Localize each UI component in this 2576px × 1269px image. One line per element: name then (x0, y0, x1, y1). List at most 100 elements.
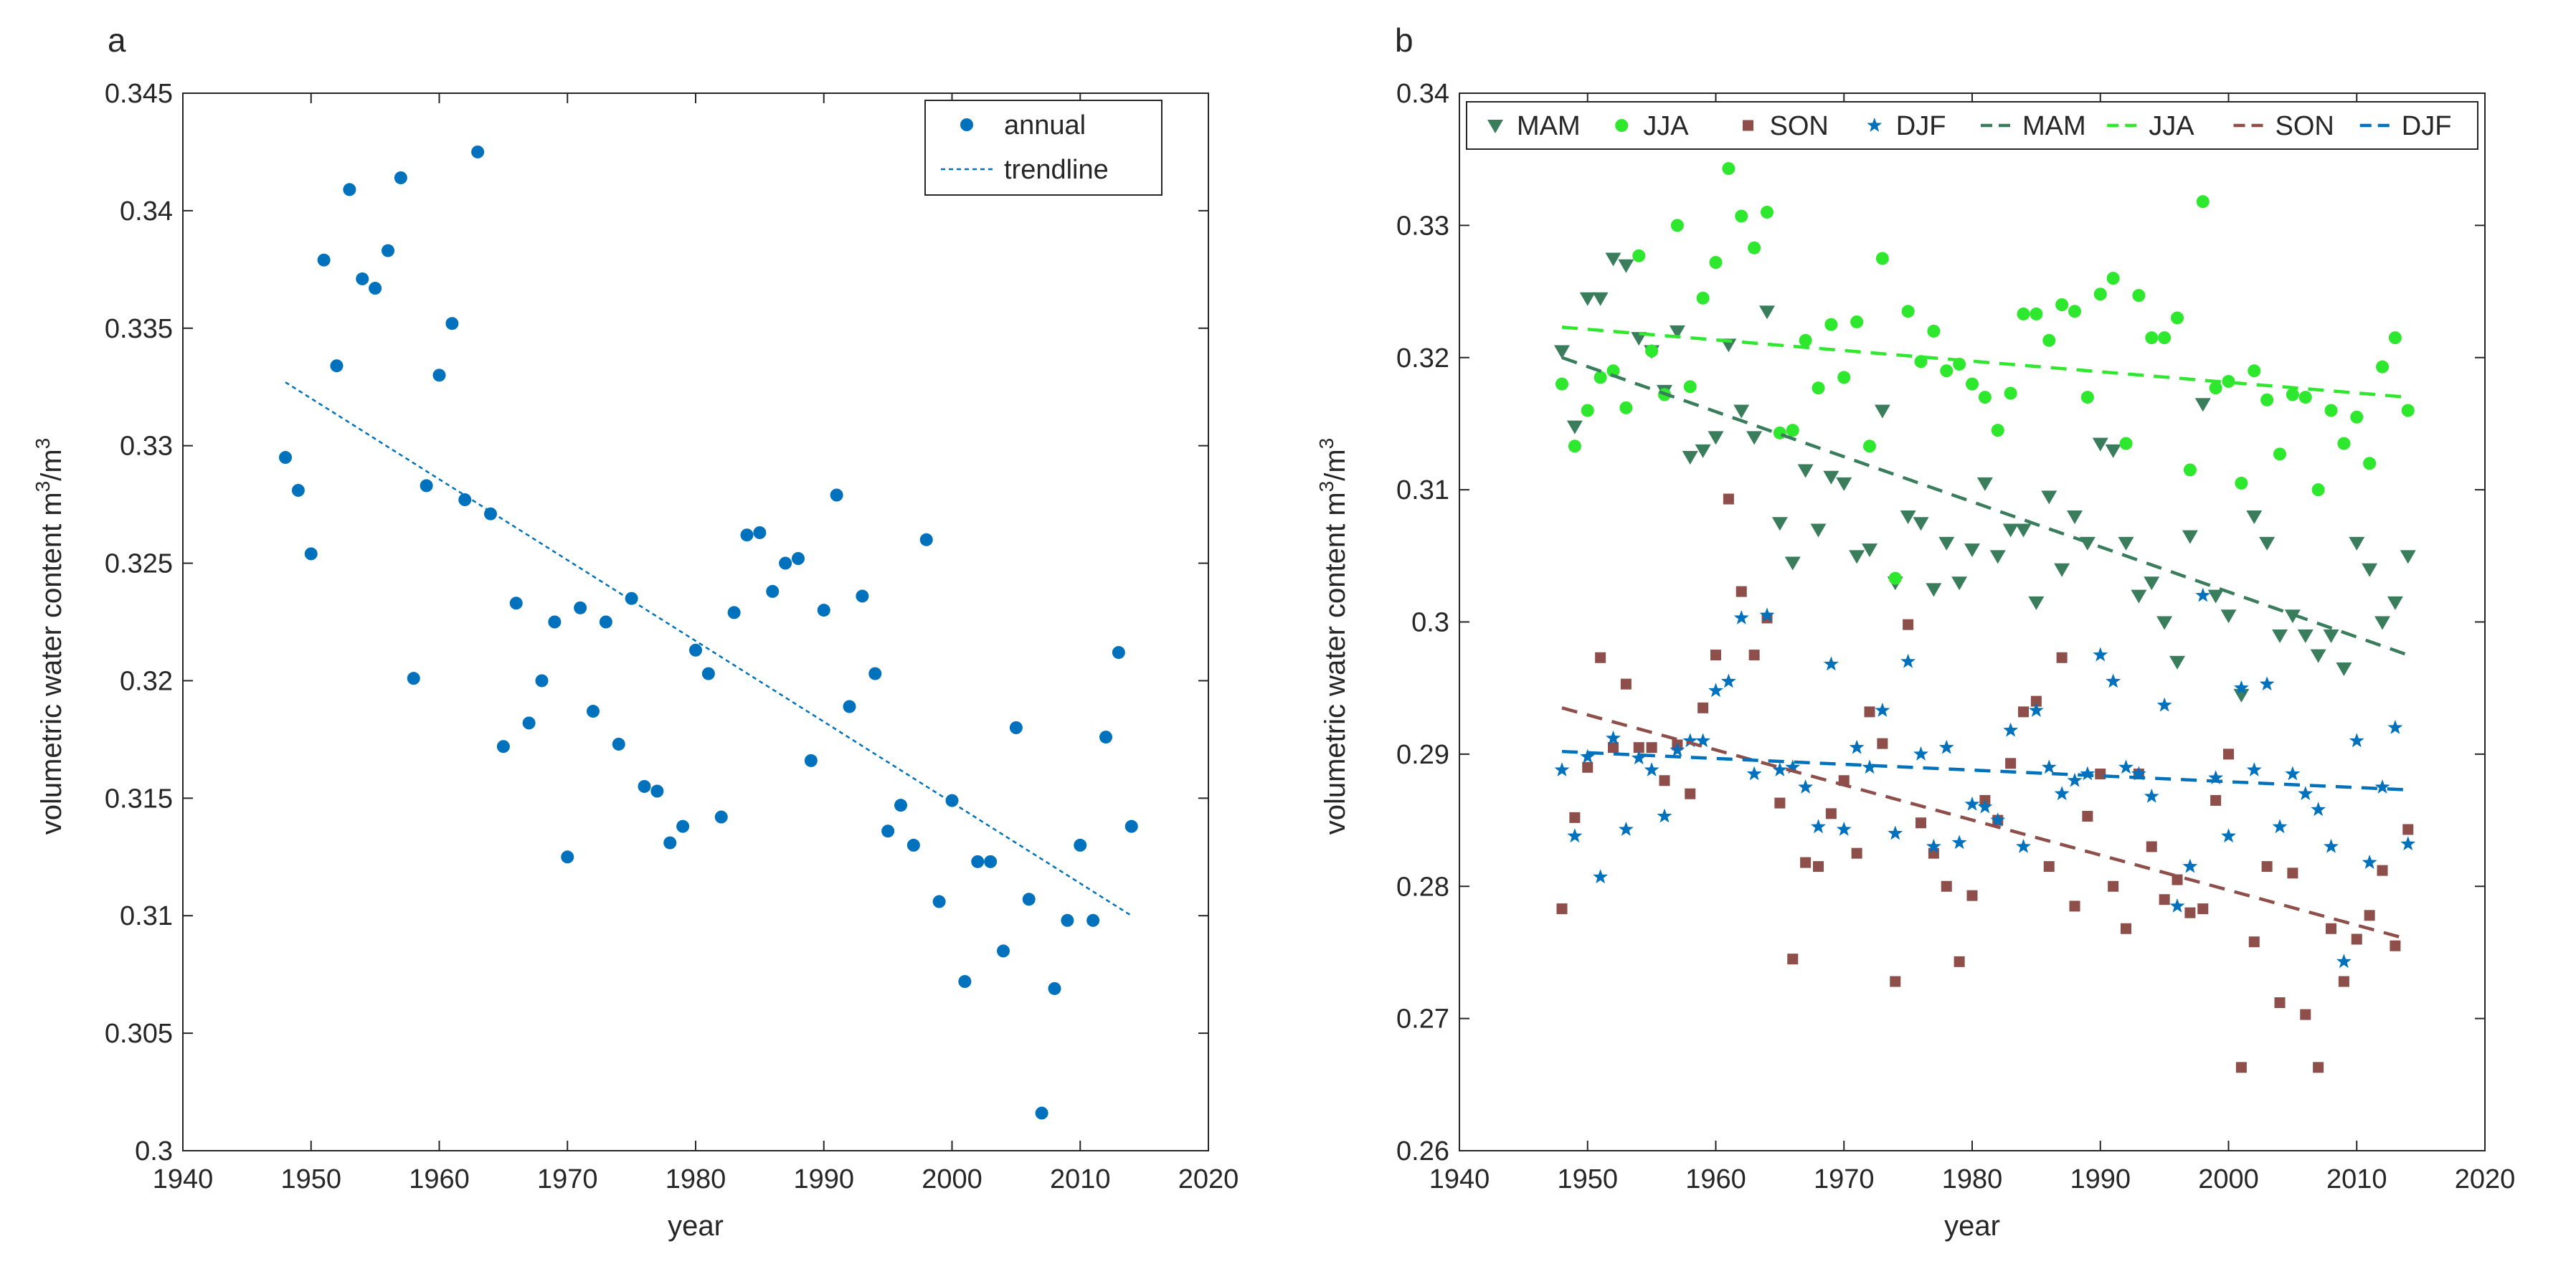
data-point (906, 838, 920, 852)
data-point (2082, 811, 2093, 822)
data-point (2132, 289, 2146, 303)
data-point (1849, 739, 1865, 754)
data-point (2261, 861, 2273, 873)
y-tick-label: 0.3 (135, 1136, 173, 1166)
data-point (2093, 287, 2107, 301)
data-point (2349, 733, 2364, 748)
data-point (1813, 861, 1824, 873)
data-point (2041, 490, 2058, 505)
data-point (676, 819, 690, 833)
data-point (766, 584, 780, 598)
data-point (1888, 571, 1902, 585)
legend-label: JJA (1643, 111, 1689, 141)
data-point (1940, 364, 1954, 378)
legend-box (1466, 101, 2478, 150)
x-tick-label: 1940 (153, 1164, 214, 1194)
data-point (932, 895, 946, 908)
data-point (1989, 550, 2006, 564)
panel-label: a (108, 22, 126, 59)
data-point (971, 855, 985, 868)
data-point (779, 556, 792, 570)
data-point (1913, 746, 1928, 761)
data-point (1695, 733, 1711, 748)
data-point (1124, 819, 1138, 833)
data-point (2209, 381, 2222, 395)
data-point (1787, 954, 1799, 965)
data-point (2003, 722, 2019, 737)
x-tick-label: 2000 (2198, 1164, 2259, 1194)
data-point (2105, 444, 2121, 458)
data-point (587, 705, 600, 718)
data-point (2210, 794, 2222, 806)
data-point (919, 533, 933, 546)
data-point (1099, 731, 1112, 744)
data-point (2041, 759, 2057, 774)
legend-swatch (960, 118, 973, 131)
data-point (1966, 377, 1979, 391)
x-tick-label: 1950 (280, 1164, 341, 1194)
data-point (2108, 880, 2119, 892)
data-point (1784, 556, 1801, 571)
data-point (2272, 629, 2288, 643)
data-point (2118, 536, 2134, 551)
data-point (1708, 431, 1724, 445)
data-point (2222, 374, 2235, 388)
y-tick-label: 0.34 (120, 196, 173, 227)
data-point (2146, 841, 2157, 852)
series-son-trendline (1561, 706, 2409, 941)
data-point (1657, 808, 1672, 823)
data-point (2017, 307, 2030, 320)
x-tick-label: 1980 (1942, 1164, 2003, 1194)
data-point (1695, 444, 1711, 458)
data-point (2336, 662, 2352, 677)
data-point (330, 359, 344, 373)
data-point (1850, 315, 1864, 328)
y-tick-label: 0.315 (105, 784, 173, 814)
data-point (2374, 616, 2390, 630)
data-point (1061, 913, 1074, 927)
data-point (1567, 828, 1583, 843)
data-point (1951, 835, 1967, 850)
data-point (2196, 195, 2210, 209)
data-point (2004, 386, 2017, 400)
x-tick-label: 1970 (537, 1164, 598, 1194)
x-tick-label: 1960 (409, 1164, 470, 1194)
data-point (1568, 439, 1581, 453)
data-point (1580, 748, 1596, 764)
data-point (1964, 543, 1980, 558)
data-point (1966, 890, 1978, 901)
data-point (2054, 563, 2070, 577)
data-point (2235, 1062, 2247, 1073)
data-point (1954, 956, 1965, 967)
data-point (1035, 1106, 1048, 1120)
data-point (407, 672, 420, 685)
data-point (1633, 742, 1644, 754)
data-point (2169, 655, 2185, 670)
data-point (2248, 364, 2261, 378)
data-point (1941, 880, 1952, 892)
data-point (1736, 586, 1747, 597)
y-axis-label-part: 3 (1315, 438, 1337, 450)
y-tick-label: 0.33 (1396, 211, 1449, 241)
series-annual-points (279, 145, 1138, 1120)
data-point (2248, 936, 2260, 948)
data-point (1991, 424, 2004, 437)
data-point (1682, 451, 1698, 465)
data-point (1556, 903, 1568, 915)
data-point (496, 740, 510, 754)
data-point (1593, 869, 1609, 884)
data-point (2377, 865, 2388, 876)
data-point (1875, 252, 1889, 265)
data-point (458, 493, 472, 507)
data-point (2195, 587, 2211, 602)
data-point (1112, 646, 1125, 660)
data-point (997, 944, 1010, 958)
data-point (599, 615, 612, 629)
y-axis-label-part: volumetric water content m (1320, 492, 1351, 835)
data-point (1926, 583, 1942, 597)
data-point (2311, 802, 2326, 817)
legend-label: trendline (1004, 155, 1109, 185)
data-point (1927, 324, 1941, 338)
data-point (1938, 536, 1955, 551)
